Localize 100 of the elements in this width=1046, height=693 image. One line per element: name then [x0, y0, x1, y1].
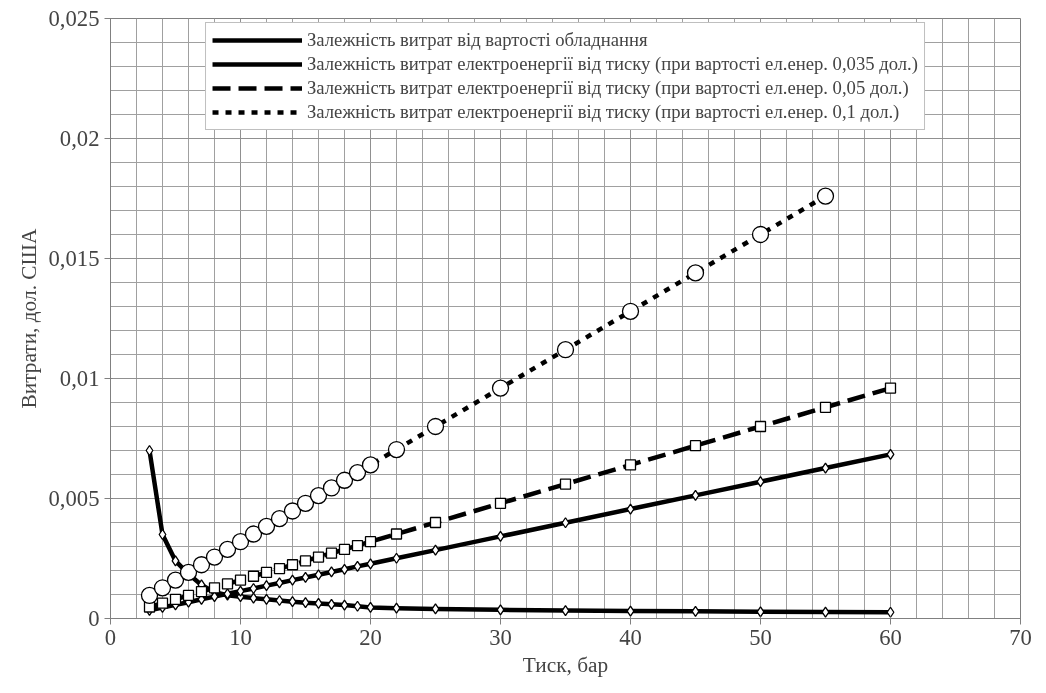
point — [270, 510, 289, 528]
legend-label: Залежність витрат електроенергії від тиску (при вартості ел.енер. 0,1 дол.) — [307, 101, 900, 123]
point — [816, 187, 835, 205]
x-tick-label: 40 — [619, 624, 642, 650]
point — [751, 225, 770, 244]
point — [348, 463, 367, 482]
point — [312, 551, 325, 563]
point — [338, 543, 351, 556]
point — [182, 589, 195, 602]
legend-label: Залежність витрат електроенергії від тиску (при вартості ел.енер. 0,05 дол.) — [307, 77, 909, 99]
point — [351, 539, 364, 552]
y-tick-label: 0,015 — [48, 246, 100, 271]
point — [819, 401, 832, 413]
x-tick-label: 70 — [1009, 624, 1032, 650]
x-tick-label: 50 — [749, 624, 772, 650]
point — [754, 420, 767, 433]
point — [208, 582, 221, 594]
point — [275, 577, 284, 589]
point — [364, 536, 377, 548]
x-tick-label: 60 — [879, 624, 902, 650]
point — [886, 448, 895, 460]
point — [626, 605, 635, 617]
point — [171, 555, 180, 567]
legend-label: Залежність витрат від вартості обладнання — [307, 29, 648, 51]
point — [327, 598, 336, 610]
point — [686, 264, 705, 282]
point — [821, 462, 830, 474]
point — [153, 579, 172, 597]
point — [286, 559, 299, 571]
point — [387, 440, 406, 459]
point — [195, 585, 208, 598]
point — [156, 597, 169, 609]
point — [236, 585, 245, 597]
point — [210, 591, 219, 603]
point — [244, 525, 263, 543]
y-tick-label: 0,005 — [48, 486, 100, 511]
point — [392, 552, 401, 564]
point — [431, 603, 440, 615]
point — [431, 544, 440, 556]
point — [309, 486, 328, 505]
x-axis-title: Тиск, бар — [522, 652, 609, 677]
point — [288, 574, 297, 586]
point — [691, 605, 700, 617]
point — [327, 566, 336, 578]
y-tick-label: 0,02 — [59, 126, 100, 151]
point — [335, 471, 354, 489]
y-tick-label: 0 — [88, 606, 100, 631]
point — [626, 503, 635, 515]
point — [192, 556, 211, 574]
point — [262, 593, 271, 605]
y-tick-label: 0,025 — [48, 6, 100, 31]
point — [689, 440, 702, 452]
point — [169, 593, 182, 605]
point — [494, 497, 507, 509]
point — [624, 459, 637, 471]
point — [426, 417, 445, 436]
point — [273, 562, 286, 575]
point — [205, 548, 224, 566]
x-tick-label: 30 — [489, 624, 512, 650]
point — [361, 456, 380, 474]
point — [366, 558, 375, 570]
point — [392, 602, 401, 614]
point — [301, 597, 310, 609]
point — [884, 382, 897, 394]
point — [231, 533, 250, 551]
point — [756, 606, 765, 618]
point — [325, 547, 338, 559]
point — [247, 570, 260, 582]
point — [886, 606, 895, 618]
point — [561, 517, 570, 529]
point — [283, 502, 302, 520]
point — [340, 599, 349, 611]
point — [496, 604, 505, 616]
y-tick-label: 0,01 — [59, 366, 100, 391]
legend-label: Залежність витрат електроенергії від тиску (при вартості ел.енер. 0,035 дол.) — [307, 53, 918, 75]
point — [249, 592, 258, 604]
point — [234, 574, 247, 586]
x-tick-label: 10 — [229, 624, 252, 650]
point — [322, 479, 341, 497]
point — [179, 563, 198, 582]
point — [340, 563, 349, 575]
point — [221, 578, 234, 590]
point — [218, 540, 237, 559]
point — [390, 528, 403, 540]
x-tick-label: 20 — [359, 624, 382, 650]
point — [491, 379, 510, 397]
point — [140, 586, 159, 605]
point — [296, 494, 315, 512]
point — [556, 341, 575, 359]
y-axis-title: Витрати, дол. США — [16, 227, 41, 409]
point — [299, 555, 312, 567]
point — [621, 302, 640, 320]
point — [353, 600, 362, 612]
point — [314, 569, 323, 581]
point — [166, 571, 185, 589]
point — [756, 476, 765, 488]
point — [257, 517, 276, 535]
point — [821, 606, 830, 618]
x-tick-label: 0 — [104, 624, 117, 650]
point — [429, 516, 442, 529]
